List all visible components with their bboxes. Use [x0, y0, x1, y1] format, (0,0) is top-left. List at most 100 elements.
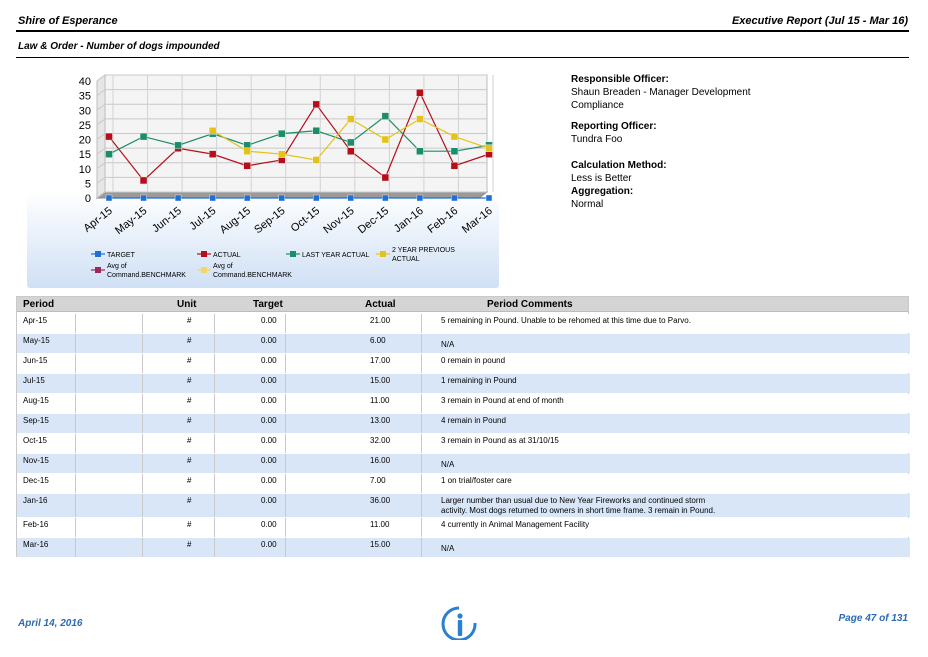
cell-period: Jul-15 [23, 376, 45, 385]
table-row: Sep-15 #0.00 13.00 4 remain in Pound [17, 414, 910, 433]
legend-label: ACTUAL [213, 252, 241, 259]
cell-comment: 4 remain in Pound [441, 416, 506, 425]
data-point [450, 162, 459, 170]
col-actual: Actual [365, 299, 396, 310]
cell-target: 0.00 [261, 356, 277, 365]
data-point [313, 194, 320, 202]
table-row: Aug-15 #0.00 11.00 3 remain in Pound at end… [17, 394, 910, 413]
cell-unit: # [187, 316, 192, 325]
table-row: Feb-16 #0.00 11.00 4 currently in Animal Ma… [17, 518, 910, 537]
org-name: Shire of Esperance [18, 15, 118, 27]
cell-unit: # [187, 496, 192, 505]
cell-target: 0.00 [261, 336, 277, 345]
cell-period: Mar-16 [23, 540, 49, 549]
cell-period: May-15 [23, 336, 50, 345]
data-point [381, 112, 390, 120]
cell-comment: N/A [441, 544, 455, 553]
chart-floor [95, 191, 489, 199]
col-target: Target [253, 299, 283, 310]
cell-comment: N/A [441, 460, 455, 469]
cell-period: Jun-15 [23, 356, 48, 365]
cell-target: 0.00 [261, 520, 277, 529]
cell-actual: 36.00 [370, 496, 391, 505]
cell-unit: # [187, 376, 192, 385]
cell-period: Dec-15 [23, 476, 49, 485]
cell-actual: 13.00 [370, 416, 391, 425]
series-line [108, 115, 490, 155]
cell-actual: 6.00 [370, 336, 386, 345]
data-point [450, 132, 459, 141]
data-point [140, 194, 147, 202]
legend-marker [380, 251, 386, 257]
data-point [105, 132, 113, 141]
data-point [381, 135, 390, 144]
x-tick-label: May-15 [113, 205, 149, 237]
x-tick-label: Feb-16 [425, 205, 460, 236]
data-point [105, 150, 113, 158]
gridline-side [96, 74, 106, 82]
cell-actual: 7.00 [370, 476, 386, 485]
data-point [208, 150, 217, 158]
data-point [450, 147, 459, 155]
cell-target: 0.00 [261, 416, 277, 425]
aggregation-label: Aggregation: [571, 186, 634, 197]
footer-date: April 14, 2016 [18, 618, 83, 629]
legend-label: LAST YEAR ACTUAL [302, 252, 370, 259]
table-row: Dec-15 #0.00 7.00 1 on trial/foster care [17, 474, 910, 493]
footer-page-number: Page 47 of 131 [838, 613, 908, 624]
data-point [416, 89, 424, 97]
cell-actual: 16.00 [370, 456, 391, 465]
legend-marker [95, 251, 101, 257]
data-point [312, 127, 320, 135]
data-point [209, 194, 216, 202]
data-point [243, 162, 251, 170]
y-tick-label: 30 [79, 105, 91, 117]
report-title: Executive Report (Jul 15 - Mar 16) [731, 15, 908, 27]
legend-label: Command.BENCHMARK [107, 272, 186, 279]
cell-actual: 21.00 [370, 316, 391, 325]
data-point [139, 132, 148, 141]
table-row: Jul-15 #0.00 15.00 1 remaining in Pound [17, 374, 910, 393]
x-tick-label: Mar-16 [460, 205, 495, 236]
cell-actual: 32.00 [370, 436, 391, 445]
y-tick-label: 15 [79, 149, 91, 161]
cell-unit: # [187, 416, 192, 425]
aggregation-block: Aggregation: Normal [571, 185, 633, 211]
x-tick-label: Jan-16 [392, 205, 426, 235]
cell-comment: 1 on trial/foster care [441, 476, 512, 485]
legend-marker [290, 251, 296, 257]
x-tick-label: Apr-15 [81, 205, 114, 235]
data-point [416, 147, 424, 155]
x-tick-label: Oct-15 [289, 205, 322, 235]
cell-unit: # [187, 540, 192, 549]
responsible-officer-label: Responsible Officer: [571, 74, 669, 85]
legend-label: 2 YEAR PREVIOUS [392, 247, 455, 254]
cell-actual: 15.00 [370, 540, 391, 549]
y-tick-label: 35 [79, 91, 91, 103]
responsible-officer-line1: Shaun Breaden - Manager Development [571, 87, 751, 98]
col-unit: Unit [177, 299, 197, 310]
legend-marker [201, 267, 207, 273]
cell-period: Sep-15 [23, 416, 49, 425]
cell-unit: # [187, 356, 192, 365]
cell-comment: 3 remain in Pound as at 31/10/15 [441, 436, 559, 445]
data-point [208, 127, 217, 135]
legend-label: ACTUAL [392, 256, 420, 263]
data-point [485, 144, 493, 152]
data-point [243, 194, 251, 202]
table-row: Jan-16 #0.00 36.00 Larger number than usual… [17, 494, 910, 517]
gridline-side [96, 89, 106, 97]
cell-unit: # [187, 336, 192, 345]
cell-target: 0.00 [261, 476, 277, 485]
data-point [416, 115, 424, 123]
data-point [416, 194, 424, 202]
table-row: May-15 #0.00 6.00 N/A [17, 334, 910, 353]
legend-label: Avg of [107, 263, 127, 270]
calculation-method-value: Less is Better [571, 173, 632, 184]
table-row: Nov-15 #0.00 16.00 N/A [17, 454, 910, 473]
page-subtitle: Law & Order - Number of dogs impounded [18, 41, 220, 52]
cell-target: 0.00 [261, 436, 277, 445]
data-point [139, 176, 148, 185]
data-point [485, 194, 493, 202]
y-tick-label: 5 [85, 178, 91, 190]
